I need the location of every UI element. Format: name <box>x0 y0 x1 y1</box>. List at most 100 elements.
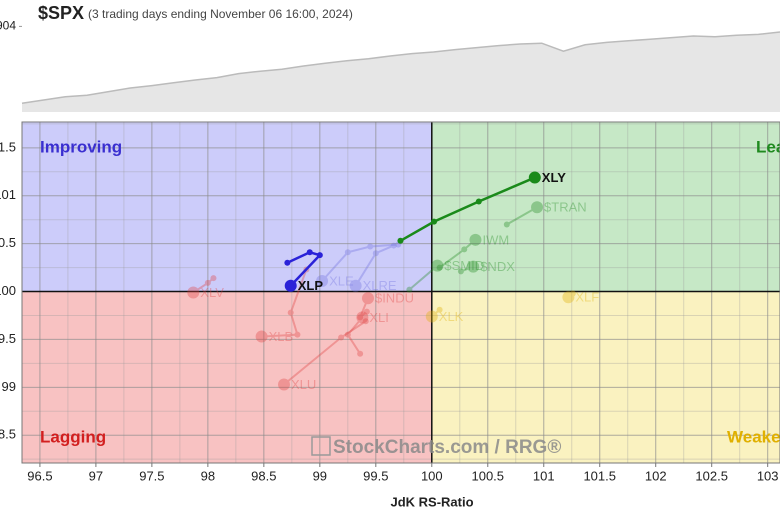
series-label: $NDX <box>480 259 515 274</box>
trail-point <box>436 306 443 313</box>
series-label: $TRAN <box>544 200 587 215</box>
x-tick-label: 101.5 <box>583 468 616 483</box>
trail-line <box>460 265 474 273</box>
trail-point <box>287 309 294 316</box>
trail-point <box>397 237 404 244</box>
y-tick-label: 100 <box>0 283 16 298</box>
trail-point <box>372 250 379 257</box>
head-point <box>562 291 575 304</box>
series-label: XLP <box>298 278 324 293</box>
series: XLK <box>425 306 464 324</box>
y-tick-label: 99.5 <box>0 331 16 346</box>
series: XLV <box>187 275 224 300</box>
trail-point <box>357 314 364 321</box>
series: IWM <box>436 232 509 271</box>
trail-point <box>357 350 364 357</box>
trail-point <box>338 334 345 341</box>
series: XLB <box>255 266 310 344</box>
trail-point <box>461 246 468 253</box>
trail-point <box>436 264 443 271</box>
quadrant <box>22 291 432 463</box>
series-label: XLE <box>329 273 354 288</box>
trail-point <box>457 268 464 275</box>
series: XLP <box>284 249 323 293</box>
series: $INDU <box>357 291 414 321</box>
trail-point <box>204 279 211 286</box>
series-label: XLK <box>439 309 464 324</box>
series-label: XLV <box>200 285 224 300</box>
series-label: XLB <box>269 329 294 344</box>
series: XLY <box>397 170 566 244</box>
y-tick-label: 98.5 <box>0 427 16 442</box>
head-point <box>431 259 444 272</box>
price-tick-label: 5,904 <box>0 19 16 33</box>
trail-point <box>475 198 482 205</box>
x-tick-label: 96.5 <box>27 468 52 483</box>
quadrant-label: Leading <box>756 137 780 156</box>
head-point <box>425 310 438 323</box>
watermark: StockCharts.com / RRG® <box>311 436 561 458</box>
price-area <box>22 32 780 112</box>
trail-point <box>344 249 351 256</box>
y-tick-label: 101 <box>0 187 16 202</box>
trail-point <box>503 221 510 228</box>
series: $NDX <box>457 259 515 275</box>
head-point <box>255 330 268 343</box>
chart-subtitle: (3 trading days ending November 06 16:00… <box>88 7 353 21</box>
y-tick-label: 101.5 <box>0 139 16 154</box>
trail-line <box>439 239 477 269</box>
series: XLF <box>562 290 599 305</box>
x-tick-label: 102 <box>645 468 667 483</box>
series: XLE <box>316 241 402 288</box>
trail-point <box>431 218 438 225</box>
price-line <box>21 31 780 104</box>
x-tick-label: 98 <box>201 468 215 483</box>
trail-point <box>284 259 291 266</box>
trail-line <box>408 264 439 291</box>
head-point <box>531 201 544 214</box>
quadrant <box>431 122 780 292</box>
trail-line <box>192 277 215 294</box>
trail-line <box>346 316 364 355</box>
x-tick-label: 100 <box>421 468 443 483</box>
series-label: XLRE <box>363 278 397 293</box>
quadrant-label: Lagging <box>40 427 106 446</box>
head-point <box>277 378 290 391</box>
x-tick-label: 99.5 <box>363 468 388 483</box>
price-chart: 5,904 <box>0 19 780 112</box>
plot-frame <box>21 121 780 464</box>
quadrant <box>431 291 780 463</box>
series-label: $INDU <box>375 291 414 306</box>
trail-point <box>210 275 217 282</box>
series-label: IWM <box>482 232 509 247</box>
series-label: XLU <box>291 377 316 392</box>
trail-point <box>569 290 576 297</box>
series-label: $SMID <box>444 258 484 273</box>
trail-line <box>567 292 574 299</box>
y-tick-label: 99 <box>2 379 16 394</box>
trail-point <box>367 243 374 250</box>
x-axis-label: JdK RS-Ratio <box>390 494 473 509</box>
x-tick-label: 98.5 <box>251 468 276 483</box>
trail-point <box>363 308 370 315</box>
trail-point <box>306 249 313 256</box>
head-point <box>361 292 374 305</box>
series-label: XLI <box>369 310 389 325</box>
x-tick-label: 102.5 <box>695 468 728 483</box>
trail-point <box>390 242 397 249</box>
trail-line <box>283 320 367 386</box>
trail-line <box>261 269 308 338</box>
series: $TRAN <box>503 200 587 228</box>
x-tick-label: 101 <box>533 468 555 483</box>
quadrant-label: Weakening <box>727 427 780 446</box>
trail-line <box>354 244 395 287</box>
trail-point <box>316 252 323 259</box>
head-point <box>349 279 362 292</box>
head-point <box>467 260 480 273</box>
watermark-icon <box>311 436 331 456</box>
x-tick-label: 97.5 <box>139 468 164 483</box>
head-point <box>469 233 482 246</box>
x-tick-label: 100.5 <box>471 468 504 483</box>
axes: 96.5 97 97.5 98 98.5 99 99.5 100 100.5 101 101.5 10… <box>0 121 780 483</box>
